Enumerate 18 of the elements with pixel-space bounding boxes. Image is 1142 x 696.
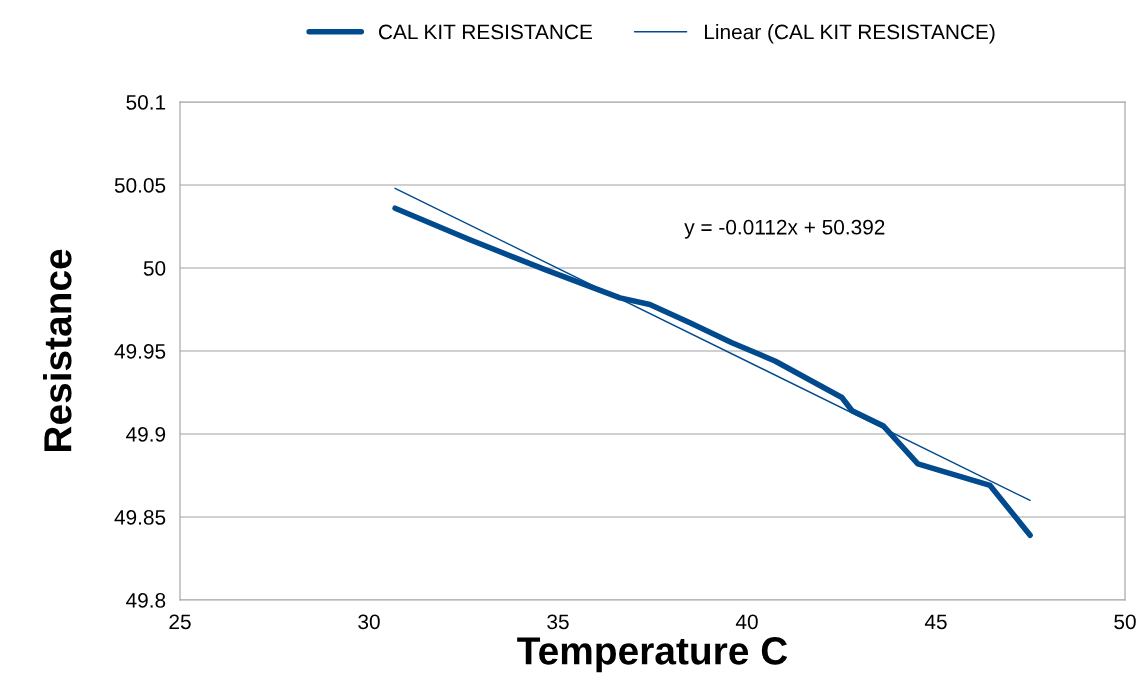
y-tick-label: 49.85 bbox=[114, 510, 166, 525]
y-tick-label: 50.1 bbox=[126, 95, 166, 110]
x-tick-label: 30 bbox=[358, 614, 380, 630]
y-tick-label: 49.8 bbox=[126, 593, 166, 608]
x-tick-label: 35 bbox=[547, 614, 569, 630]
x-tick-label: 40 bbox=[735, 614, 758, 630]
x-tick-label: 25 bbox=[169, 614, 191, 630]
y-axis-title: Resistance bbox=[43, 249, 72, 452]
y-tick-label: 50.05 bbox=[114, 178, 166, 193]
legend-label: Linear (CAL KIT RESISTANCE) bbox=[705, 23, 995, 44]
y-tick-label: 49.95 bbox=[114, 344, 166, 359]
legend-label: CAL KIT RESISTANCE bbox=[378, 24, 592, 40]
x-tick-label: 45 bbox=[924, 614, 947, 630]
annotation: y = -0.0112x + 50.392 bbox=[684, 219, 885, 239]
y-tick-label: 50 bbox=[143, 261, 166, 276]
y-tick-label: 49.9 bbox=[126, 427, 166, 442]
x-tick-label: 50 bbox=[1114, 614, 1136, 630]
x-axis-title: Temperature C bbox=[517, 637, 788, 673]
